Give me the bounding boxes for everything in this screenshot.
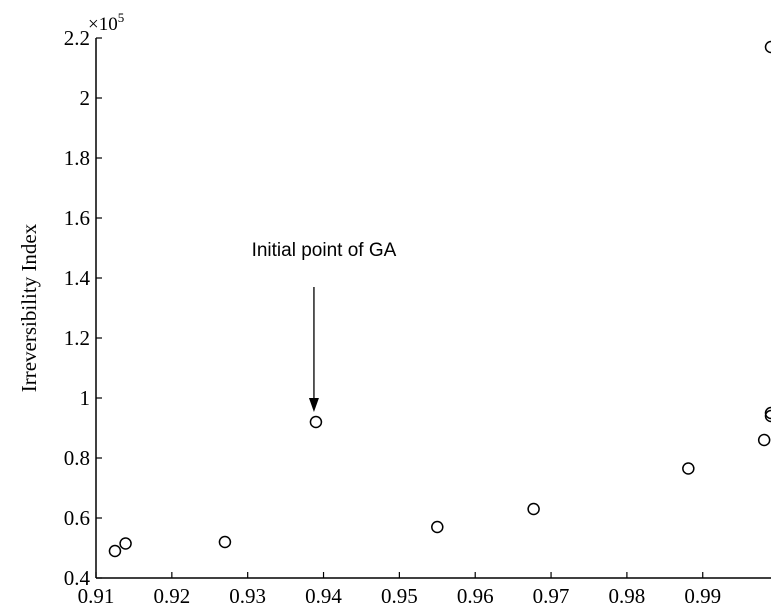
- x-tick-label: 0.96: [457, 584, 494, 607]
- y-tick-label: 0.8: [64, 446, 90, 470]
- annotation: Initial point of GA: [252, 240, 397, 412]
- x-tick-label: 0.92: [153, 584, 190, 607]
- y-axis-multiplier: ×105: [88, 10, 124, 35]
- x-tick-label: 0.93: [229, 584, 266, 607]
- data-point: [218, 535, 232, 549]
- x-tick-label: 0.99: [684, 584, 721, 607]
- y-axis-group: 0.4 0.6 0.8 1 1.2 1.4 1.6 1.8 2 2.2 Irreversibili…: [17, 10, 124, 590]
- y-tick-label: 1.2: [64, 326, 90, 350]
- data-point: [431, 520, 444, 534]
- x-tick-label: 0.91: [78, 584, 115, 607]
- data-point: [764, 409, 771, 423]
- data-point: [108, 544, 122, 558]
- y-tick-label: 1: [80, 386, 91, 410]
- y-tick-label: 1.8: [64, 146, 90, 170]
- x-tick-label: 0.94: [305, 584, 342, 607]
- x-tick-label: 0.95: [381, 584, 418, 607]
- y-axis-multiplier-exponent: 5: [118, 10, 125, 25]
- y-tick-label: 0.6: [64, 506, 90, 530]
- y-axis-multiplier-base: ×10: [88, 14, 118, 35]
- data-point: [119, 537, 132, 550]
- y-tick-label: 1.6: [64, 206, 90, 230]
- data-point: [527, 502, 540, 516]
- data-point: [682, 462, 695, 475]
- data-points: [108, 40, 771, 558]
- x-tick-label: 0.98: [609, 584, 646, 607]
- data-point: [757, 433, 771, 447]
- annotation-label: Initial point of GA: [252, 240, 397, 261]
- data-point: [309, 415, 323, 429]
- y-tick-label: 0.4: [64, 566, 91, 590]
- y-ticks: 0.4 0.6 0.8 1 1.2 1.4 1.6 1.8 2 2.2: [64, 26, 102, 590]
- y-tick-label: 2.2: [64, 26, 90, 50]
- y-axis-title: Irreversibility Index: [17, 223, 41, 392]
- y-tick-label: 2: [80, 86, 91, 110]
- data-point: [764, 406, 771, 420]
- x-ticks: 0.91 0.92 0.93 0.94 0.95 0.96 0.97 0.98 0.99: [78, 572, 721, 607]
- annotation-arrow-head: [308, 398, 319, 412]
- y-tick-label: 1.4: [64, 266, 91, 290]
- x-tick-label: 0.97: [533, 584, 570, 607]
- x-axis-group: 0.91 0.92 0.93 0.94 0.95 0.96 0.97 0.98 0.99: [78, 572, 771, 607]
- data-point: [764, 40, 771, 54]
